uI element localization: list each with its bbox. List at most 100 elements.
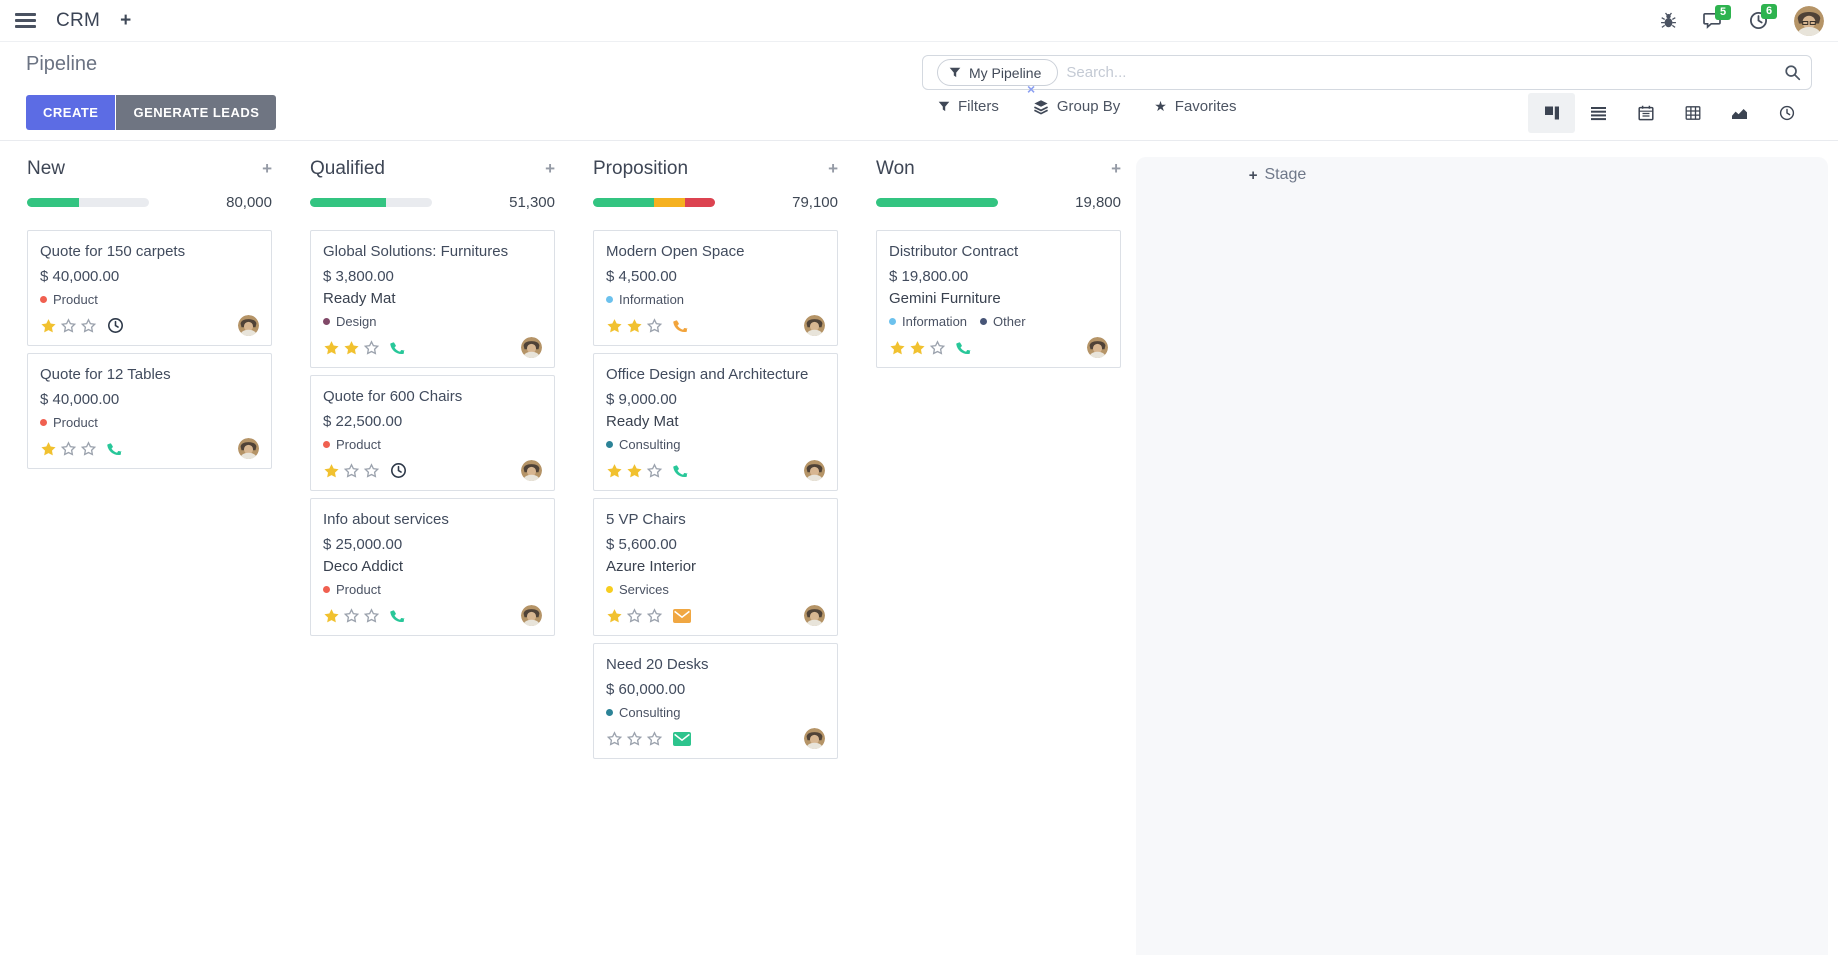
kanban-view-button[interactable] [1528, 93, 1575, 133]
progress-segment[interactable] [310, 198, 386, 207]
user-avatar[interactable] [1794, 5, 1824, 36]
kanban-card[interactable]: 5 VP Chairs $ 5,600.00 Azure Interior Servi… [593, 498, 838, 636]
star-empty-icon[interactable] [363, 339, 380, 356]
app-name[interactable]: CRM [56, 9, 101, 31]
column-progressbar[interactable] [593, 198, 715, 207]
kanban-card[interactable]: Quote for 600 Chairs $ 22,500.00 Product [310, 375, 555, 491]
star-empty-icon[interactable] [363, 607, 380, 624]
column-quick-add-icon[interactable]: + [828, 159, 838, 178]
activity-envelope-icon[interactable] [673, 731, 691, 746]
card-tag[interactable]: Information [889, 314, 967, 329]
star-empty-icon[interactable] [363, 462, 380, 479]
star-empty-icon[interactable] [626, 730, 643, 747]
debug-bug-icon[interactable] [1660, 12, 1677, 29]
kanban-card[interactable]: Distributor Contract $ 19,800.00 Gemini Fu… [876, 230, 1121, 368]
star-filled-icon[interactable] [626, 318, 643, 334]
star-empty-icon[interactable] [343, 607, 360, 624]
star-empty-icon[interactable] [80, 317, 97, 334]
activity-envelope-icon[interactable] [673, 608, 691, 623]
star-empty-icon[interactable] [606, 730, 623, 747]
card-tag[interactable]: Product [323, 437, 381, 452]
star-filled-icon[interactable] [909, 340, 926, 356]
kanban-card[interactable]: Global Solutions: Furnitures $ 3,800.00 Re… [310, 230, 555, 368]
progress-segment[interactable] [684, 198, 715, 207]
card-tag[interactable]: Other [980, 314, 1026, 329]
progress-segment[interactable] [654, 198, 685, 207]
star-filled-icon[interactable] [40, 441, 57, 457]
card-tag[interactable]: Product [40, 415, 98, 430]
star-filled-icon[interactable] [606, 608, 623, 624]
column-quick-add-icon[interactable]: + [1111, 159, 1121, 178]
kanban-card[interactable]: Info about services $ 25,000.00 Deco Addic… [310, 498, 555, 636]
filters-dropdown[interactable]: Filters [938, 98, 999, 115]
card-tag[interactable]: Product [40, 292, 98, 307]
activity-phone-icon[interactable] [673, 318, 689, 334]
apps-menu-icon[interactable] [15, 10, 36, 31]
card-tag[interactable]: Consulting [606, 437, 680, 452]
column-progressbar[interactable] [27, 198, 149, 207]
card-tag[interactable]: Services [606, 582, 669, 597]
group-by-dropdown[interactable]: Group By [1033, 98, 1120, 115]
search-icon[interactable] [1784, 64, 1801, 81]
generate-leads-button[interactable]: GENERATE LEADS [116, 95, 277, 130]
star-filled-icon[interactable] [626, 463, 643, 479]
progress-segment[interactable] [876, 198, 998, 207]
column-title[interactable]: Qualified [310, 158, 385, 179]
card-tag[interactable]: Design [323, 314, 376, 329]
activity-clock-icon[interactable] [107, 317, 124, 334]
column-quick-add-icon[interactable]: + [545, 159, 555, 178]
remove-facet-icon[interactable]: × [1027, 81, 1036, 97]
column-title[interactable]: Proposition [593, 158, 689, 179]
activity-phone-icon[interactable] [673, 463, 689, 479]
card-tag[interactable]: Information [606, 292, 684, 307]
star-empty-icon[interactable] [646, 607, 663, 624]
activity-phone-icon[interactable] [956, 340, 972, 356]
star-filled-icon[interactable] [323, 608, 340, 624]
graph-view-button[interactable] [1716, 93, 1763, 133]
kanban-card[interactable]: Quote for 150 carpets $ 40,000.00 Product [27, 230, 272, 346]
list-view-button[interactable] [1575, 93, 1622, 133]
activity-phone-icon[interactable] [390, 340, 406, 356]
progress-segment[interactable] [593, 198, 654, 207]
progress-segment[interactable] [27, 198, 80, 207]
kanban-card[interactable]: Office Design and Architecture $ 9,000.00… [593, 353, 838, 491]
activity-phone-icon[interactable] [390, 608, 406, 624]
card-tag[interactable]: Product [323, 582, 381, 597]
column-quick-add-icon[interactable]: + [262, 159, 272, 178]
messages-icon[interactable]: 5 [1703, 4, 1732, 30]
star-empty-icon[interactable] [929, 339, 946, 356]
star-filled-icon[interactable] [889, 340, 906, 356]
star-empty-icon[interactable] [626, 607, 643, 624]
column-title[interactable]: New [27, 158, 66, 179]
star-filled-icon[interactable] [323, 463, 340, 479]
activity-view-button[interactable] [1763, 93, 1810, 133]
star-empty-icon[interactable] [60, 317, 77, 334]
star-filled-icon[interactable] [606, 318, 623, 334]
create-button[interactable]: CREATE [26, 95, 116, 130]
activity-clock-icon[interactable] [390, 462, 407, 479]
pivot-view-button[interactable] [1669, 93, 1716, 133]
calendar-view-button[interactable] [1622, 93, 1669, 133]
star-filled-icon[interactable] [606, 463, 623, 479]
column-title[interactable]: Won [876, 158, 915, 179]
card-tag[interactable]: Consulting [606, 705, 680, 720]
add-stage-button[interactable]: + Stage [1136, 166, 1419, 184]
column-progressbar[interactable] [310, 198, 432, 207]
star-filled-icon[interactable] [323, 340, 340, 356]
star-empty-icon[interactable] [343, 462, 360, 479]
kanban-card[interactable]: Modern Open Space $ 4,500.00 Information [593, 230, 838, 346]
activities-clock-icon[interactable]: 6 [1749, 4, 1778, 30]
kanban-card[interactable]: Quote for 12 Tables $ 40,000.00 Product [27, 353, 272, 469]
star-empty-icon[interactable] [60, 440, 77, 457]
column-progressbar[interactable] [876, 198, 998, 207]
star-filled-icon[interactable] [343, 340, 360, 356]
search-input[interactable] [1066, 64, 1784, 81]
add-menu-icon[interactable]: + [120, 9, 132, 31]
search-bar[interactable]: My Pipeline × [922, 55, 1812, 96]
star-empty-icon[interactable] [646, 317, 663, 334]
star-empty-icon[interactable] [646, 462, 663, 479]
star-empty-icon[interactable] [646, 730, 663, 747]
star-filled-icon[interactable] [40, 318, 57, 334]
search-facet[interactable]: My Pipeline [937, 59, 1059, 86]
kanban-card[interactable]: Need 20 Desks $ 60,000.00 Consulting [593, 643, 838, 759]
